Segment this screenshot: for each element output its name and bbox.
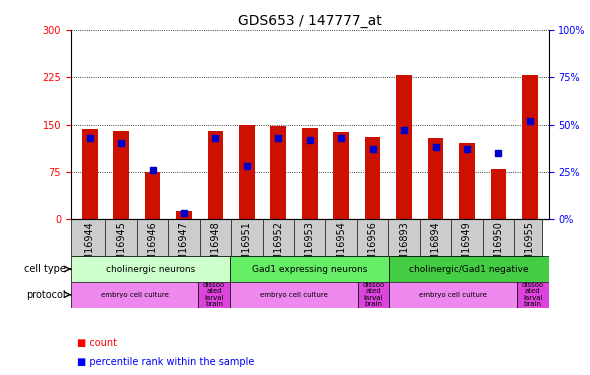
Text: cell type: cell type: [24, 264, 66, 274]
Bar: [82, 129, 97, 219]
Text: GSM16953: GSM16953: [305, 221, 314, 274]
Text: protocol: protocol: [27, 290, 66, 300]
Text: cholinergic/Gad1 negative: cholinergic/Gad1 negative: [409, 264, 529, 273]
Bar: [145, 172, 160, 219]
Text: ■ percentile rank within the sample: ■ percentile rank within the sample: [77, 357, 254, 367]
Bar: [208, 131, 223, 219]
Text: GSM16948: GSM16948: [211, 221, 221, 274]
Bar: [270, 126, 286, 219]
Text: GSM16955: GSM16955: [525, 221, 535, 274]
Bar: [333, 132, 349, 219]
Bar: [365, 137, 381, 219]
Bar: [428, 138, 443, 219]
Text: Gad1 expressing neurons: Gad1 expressing neurons: [252, 264, 368, 273]
Text: dissoo
ated
larval
brain: dissoo ated larval brain: [203, 282, 225, 308]
Bar: [71, 282, 198, 308]
Text: cholinergic neurons: cholinergic neurons: [106, 264, 195, 273]
Text: GSM16947: GSM16947: [179, 221, 189, 274]
Text: GSM16893: GSM16893: [399, 221, 409, 274]
Bar: [230, 282, 358, 308]
Bar: [459, 143, 475, 219]
Bar: [113, 131, 129, 219]
Text: GSM16945: GSM16945: [116, 221, 126, 274]
Text: GSM16952: GSM16952: [273, 221, 283, 274]
Bar: [302, 128, 317, 219]
Bar: [176, 211, 192, 219]
Bar: [389, 282, 517, 308]
Bar: [389, 256, 549, 282]
Bar: [522, 75, 537, 219]
Bar: [71, 256, 230, 282]
Bar: [230, 256, 389, 282]
Text: ■ count: ■ count: [77, 338, 117, 348]
Bar: [517, 282, 549, 308]
Text: dissoo
ated
larval
brain: dissoo ated larval brain: [522, 282, 544, 308]
Text: GSM16946: GSM16946: [148, 221, 158, 274]
Bar: [198, 282, 230, 308]
Text: GSM16894: GSM16894: [431, 221, 441, 274]
Bar: [239, 124, 255, 219]
Text: dissoo
ated
larval
brain: dissoo ated larval brain: [362, 282, 385, 308]
Bar: [358, 282, 389, 308]
Text: GSM16956: GSM16956: [368, 221, 378, 274]
Title: GDS653 / 147777_at: GDS653 / 147777_at: [238, 13, 382, 28]
Text: embryo cell culture: embryo cell culture: [419, 292, 487, 298]
Text: GSM16951: GSM16951: [242, 221, 252, 274]
Text: embryo cell culture: embryo cell culture: [100, 292, 169, 298]
Bar: [396, 75, 412, 219]
Text: GSM16950: GSM16950: [493, 221, 503, 274]
Text: GSM16944: GSM16944: [84, 221, 94, 274]
Text: GSM16954: GSM16954: [336, 221, 346, 274]
Bar: [490, 169, 506, 219]
Text: GSM16949: GSM16949: [462, 221, 472, 274]
Text: embryo cell culture: embryo cell culture: [260, 292, 328, 298]
